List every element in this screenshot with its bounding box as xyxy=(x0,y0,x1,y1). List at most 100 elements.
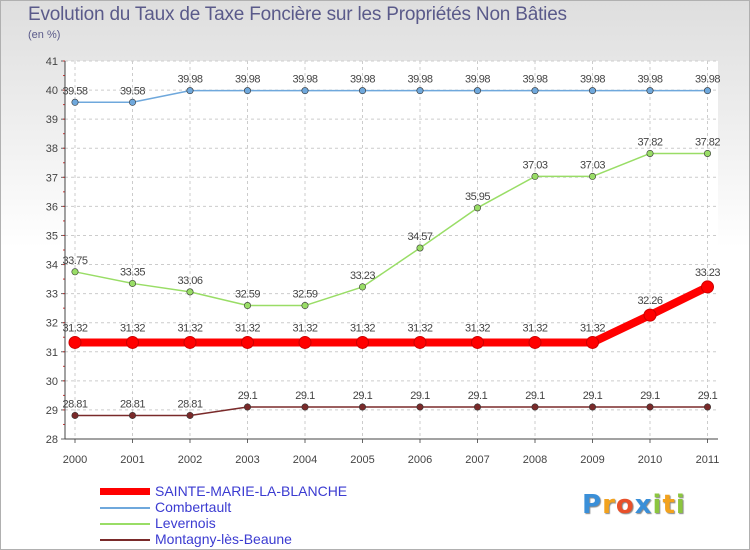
logo-letter: o xyxy=(615,490,635,520)
legend-swatch-montagny xyxy=(100,539,150,541)
data-label: 39.98 xyxy=(235,74,260,86)
data-label: 31.32 xyxy=(465,322,490,334)
data-label: 29.1 xyxy=(698,390,718,402)
data-point xyxy=(186,87,194,95)
data-point xyxy=(531,403,539,411)
y-tick-label: 40 xyxy=(46,85,58,97)
data-point xyxy=(301,403,309,411)
data-label: 31.32 xyxy=(177,322,202,334)
data-label: 33.23 xyxy=(350,270,375,282)
x-tick-label: 2011 xyxy=(696,454,720,466)
data-point xyxy=(646,87,654,95)
legend-label-levernois: Levernois xyxy=(155,515,216,531)
x-tick-label: 2004 xyxy=(293,454,317,466)
x-tick-label: 2006 xyxy=(408,454,432,466)
x-tick-label: 2000 xyxy=(63,454,87,466)
x-tick-label: 2003 xyxy=(235,454,259,466)
data-point xyxy=(129,98,137,106)
data-label: 31.32 xyxy=(120,322,145,334)
legend-swatch-sainte-marie xyxy=(100,488,150,495)
data-point xyxy=(126,335,139,349)
proxiti-logo: Proxiti xyxy=(582,490,686,520)
x-tick-label: 2008 xyxy=(523,454,547,466)
data-point xyxy=(643,308,657,322)
data-point xyxy=(473,403,481,411)
logo-letter: P xyxy=(582,490,603,520)
data-label: 39.98 xyxy=(292,74,317,86)
data-label: 39.98 xyxy=(350,74,375,86)
data-label: 31.32 xyxy=(62,322,87,334)
data-label: 34.57 xyxy=(407,231,432,243)
y-tick-label: 41 xyxy=(46,56,58,68)
data-label: 39.98 xyxy=(177,74,202,86)
data-point xyxy=(701,280,714,294)
data-label: 32.59 xyxy=(292,289,317,301)
data-label: 37.82 xyxy=(637,136,662,148)
data-point xyxy=(588,87,596,95)
data-label: 31.32 xyxy=(407,322,432,334)
data-label: 39.98 xyxy=(695,74,720,86)
data-label: 29.1 xyxy=(525,390,545,402)
y-tick-label: 29 xyxy=(46,405,58,417)
data-label: 39.98 xyxy=(465,74,490,86)
data-point xyxy=(358,403,366,411)
data-point xyxy=(186,411,194,419)
data-label: 29.1 xyxy=(468,390,488,402)
data-label: 39.98 xyxy=(637,74,662,86)
data-label: 31.32 xyxy=(235,322,260,334)
data-point xyxy=(186,288,194,296)
data-label: 29.1 xyxy=(410,390,430,402)
data-point xyxy=(356,335,369,349)
data-label: 33.35 xyxy=(120,266,145,278)
legend-swatch-combertault xyxy=(100,507,150,509)
data-point xyxy=(416,244,424,252)
data-point xyxy=(68,335,82,349)
data-label: 32.26 xyxy=(637,295,662,307)
data-label: 28.81 xyxy=(62,398,87,410)
x-tick-label: 2010 xyxy=(638,454,662,466)
data-label: 29.1 xyxy=(583,390,603,402)
y-tick-label: 37 xyxy=(46,172,58,184)
data-label: 39.98 xyxy=(522,74,547,86)
data-label: 28.81 xyxy=(120,398,145,410)
y-tick-label: 35 xyxy=(46,230,58,242)
y-tick-label: 30 xyxy=(46,376,58,388)
series-line xyxy=(71,282,712,347)
x-tick-label: 2009 xyxy=(580,454,604,466)
y-tick-label: 36 xyxy=(46,201,58,213)
legend-label-combertault: Combertault xyxy=(155,499,232,515)
y-tick-label: 34 xyxy=(46,260,58,272)
data-point xyxy=(241,335,254,349)
y-tick-label: 33 xyxy=(46,289,58,301)
data-label: 29.1 xyxy=(238,390,258,402)
series-line xyxy=(74,406,709,417)
data-label: 31.32 xyxy=(292,322,317,334)
logo-letter: i xyxy=(652,490,663,520)
data-point xyxy=(129,411,137,419)
x-tick-label: 2007 xyxy=(465,454,489,466)
data-point xyxy=(471,335,484,349)
data-point xyxy=(473,204,481,212)
data-point xyxy=(129,279,137,287)
data-point xyxy=(358,87,366,95)
data-point xyxy=(646,149,654,157)
data-point xyxy=(473,87,481,95)
data-point xyxy=(71,98,79,106)
data-label: 32.59 xyxy=(235,289,260,301)
data-point xyxy=(244,87,252,95)
data-point xyxy=(71,268,79,276)
data-label: 31.32 xyxy=(350,322,375,334)
data-label: 29.1 xyxy=(295,390,315,402)
chart-title: Evolution du Taux de Taxe Foncière sur l… xyxy=(28,4,567,25)
data-point xyxy=(413,335,427,349)
y-tick-label: 28 xyxy=(46,434,58,446)
data-point xyxy=(416,403,424,411)
y-tick-label: 38 xyxy=(46,143,58,155)
data-label: 33.06 xyxy=(177,275,202,287)
data-point xyxy=(183,335,197,349)
y-tick-label: 32 xyxy=(46,318,58,330)
data-label: 39.98 xyxy=(407,74,432,86)
data-point xyxy=(528,335,542,349)
logo-letter: x xyxy=(634,490,653,520)
